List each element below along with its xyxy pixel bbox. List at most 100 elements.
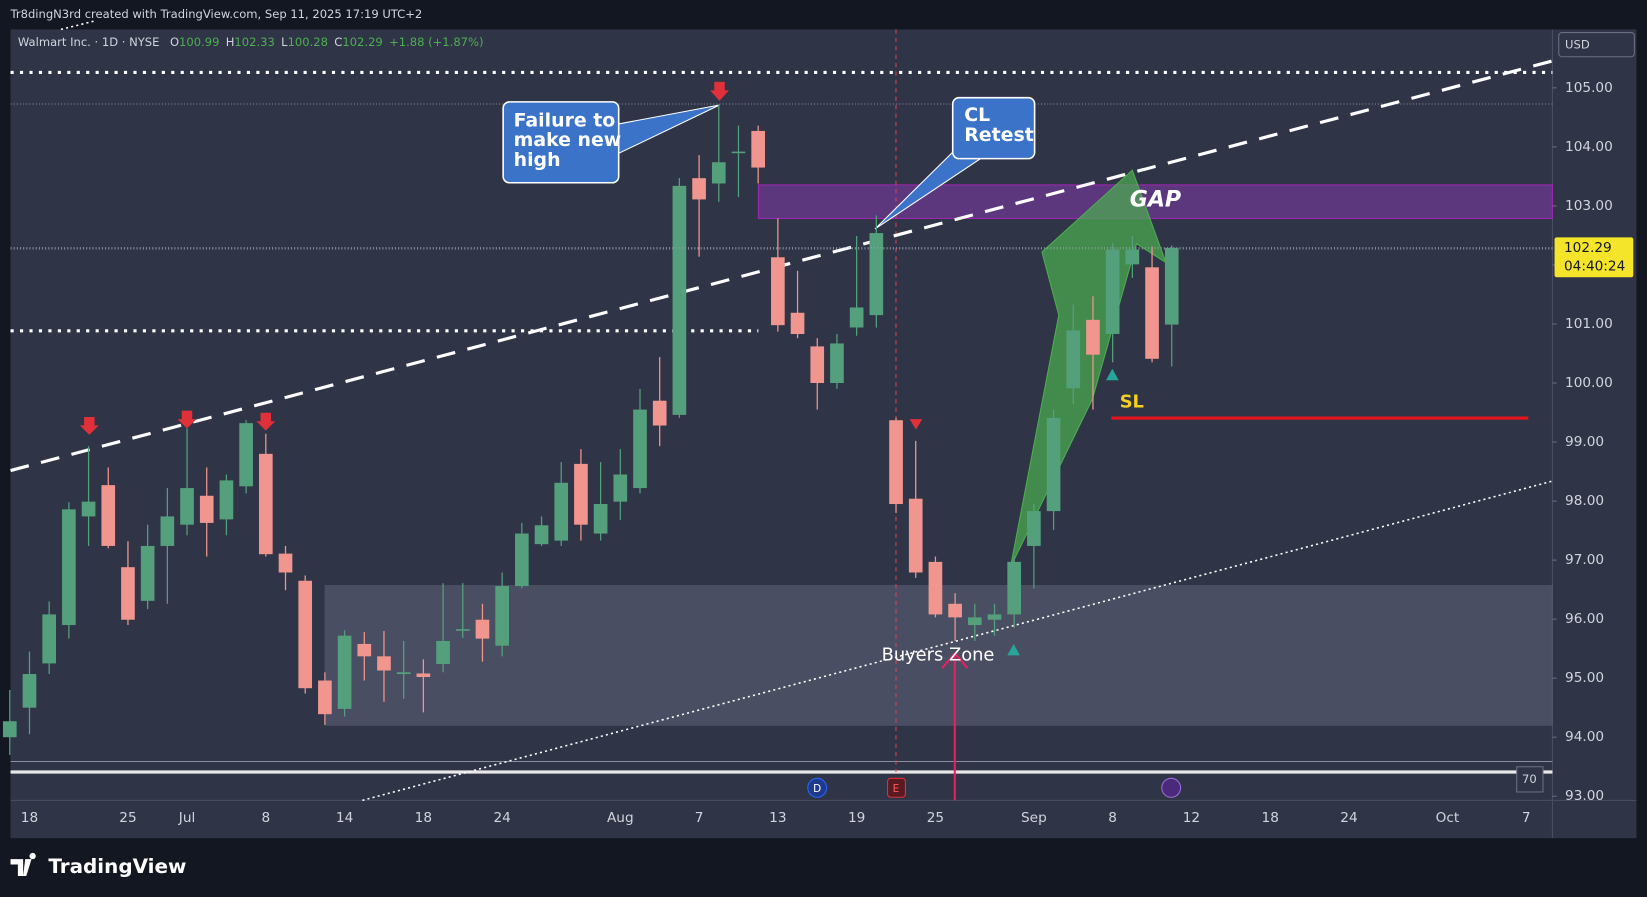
- candle-body: [908, 498, 923, 573]
- callout-text: Failure to: [514, 109, 616, 131]
- y-tick-label: 101.00: [1565, 316, 1613, 332]
- brand-logo: TradingView: [10, 852, 186, 878]
- candle-body: [416, 673, 431, 677]
- x-tick-label: 8: [261, 810, 270, 826]
- signal-arrow: [710, 81, 729, 101]
- signal-triangle: [1106, 368, 1119, 381]
- candle-body: [790, 312, 805, 335]
- buy-arrow-head: [941, 651, 969, 669]
- callout-box: [951, 96, 1036, 160]
- x-tick-label: 18: [415, 810, 432, 826]
- y-tick-label: 95.00: [1565, 670, 1604, 686]
- candle-body: [652, 400, 667, 426]
- candle-body: [554, 482, 569, 541]
- candles: [2, 104, 1179, 755]
- plot-bg: [10, 29, 1637, 839]
- y-tick-label: 104.00: [1565, 139, 1613, 155]
- change: +1.88 (+1.87%): [389, 35, 483, 49]
- candle-body: [278, 553, 293, 573]
- attribution: Tr8dingN3rd created with TradingView.com…: [10, 7, 423, 21]
- y-tick-label: 105.00: [1565, 80, 1613, 96]
- y-tick-label: 93.00: [1565, 788, 1604, 804]
- callout-box: [502, 101, 620, 184]
- candle-body: [692, 178, 706, 200]
- candle-body: [140, 545, 155, 601]
- x-tick-label: 18: [1262, 810, 1279, 826]
- candle-body: [613, 474, 628, 502]
- x-tick-label: 25: [119, 810, 136, 826]
- ohlc-label: C: [334, 35, 342, 49]
- x-tick-label: 18: [21, 810, 38, 826]
- callout-text: CL: [964, 104, 990, 126]
- y-tick-label: 99.00: [1565, 434, 1604, 450]
- candle-body: [337, 635, 352, 709]
- ohlc-value: 100.28: [288, 35, 328, 49]
- candle-body: [731, 151, 746, 154]
- symbol: Walmart Inc. · 1D · NYSE: [18, 35, 160, 49]
- event-icon: [1161, 777, 1182, 798]
- candle-body: [22, 674, 37, 708]
- last-price-box: [1554, 237, 1634, 278]
- ohlc-value: 102.33: [234, 35, 274, 49]
- x-tick-label: Jul: [178, 810, 195, 826]
- candle-body: [534, 525, 549, 545]
- candle-body: [101, 485, 116, 546]
- candle-body: [889, 420, 903, 505]
- callout-text: high: [514, 149, 561, 171]
- trend-line: [60, 20, 95, 31]
- earnings-icon-glyph: E: [893, 783, 900, 795]
- ohlc-label: O: [170, 35, 179, 49]
- x-tick-label: 14: [336, 810, 353, 826]
- y-tick-label: 98.00: [1565, 493, 1604, 509]
- x-tick-label: 12: [1183, 810, 1200, 826]
- gap-label: GAP: [1130, 188, 1181, 213]
- x-tick-label: Aug: [607, 810, 634, 826]
- candle-body: [436, 640, 450, 665]
- candle-body: [199, 495, 214, 523]
- x-tick-label: 24: [1340, 810, 1357, 826]
- signal-arrow: [177, 410, 197, 429]
- candle-body: [830, 343, 844, 384]
- candle-body: [495, 586, 509, 646]
- candle-body: [219, 480, 234, 520]
- x-tick-label: 8: [1108, 810, 1117, 826]
- candle-body: [42, 614, 57, 664]
- x-tick-label: Sep: [1021, 810, 1047, 826]
- candle-body: [475, 619, 490, 639]
- sl-label: SL: [1120, 391, 1144, 412]
- x-tick-label: Oct: [1436, 810, 1460, 826]
- candle-body: [1046, 417, 1061, 512]
- x-tick-label: 24: [493, 810, 510, 826]
- earnings-icon: [887, 777, 906, 798]
- candle-body: [62, 509, 76, 626]
- trend-line: [362, 480, 1553, 802]
- candle-body: [810, 346, 825, 384]
- callout-text: Retest: [964, 124, 1033, 146]
- candle-body: [180, 488, 194, 525]
- ohlc-label: H: [226, 35, 235, 49]
- legend: Walmart Inc. · 1D · NYSE O100.99 H102.33 L1…: [18, 35, 484, 49]
- y-tick-label: 96.00: [1565, 611, 1604, 627]
- candle-body: [987, 614, 1002, 620]
- currency-box[interactable]: [1558, 32, 1635, 58]
- dividend-icon: [807, 777, 828, 798]
- candle-body: [121, 567, 135, 620]
- candle-body: [1145, 267, 1159, 359]
- candle-body: [1164, 247, 1179, 325]
- candle-body: [574, 463, 588, 525]
- candle-body: [593, 504, 608, 534]
- candle-body: [396, 672, 411, 675]
- currency: USD: [1565, 38, 1590, 52]
- ohlc-value: 100.99: [179, 35, 219, 49]
- candle-body: [298, 580, 313, 689]
- candle-body: [771, 257, 785, 326]
- signal-triangle: [1007, 643, 1020, 656]
- ohlc-value: 102.29: [342, 35, 382, 49]
- candle-body: [160, 516, 175, 546]
- candle-body: [2, 721, 17, 738]
- candle-body: [967, 617, 982, 626]
- candle-body: [258, 453, 273, 555]
- candle-body: [1007, 561, 1022, 615]
